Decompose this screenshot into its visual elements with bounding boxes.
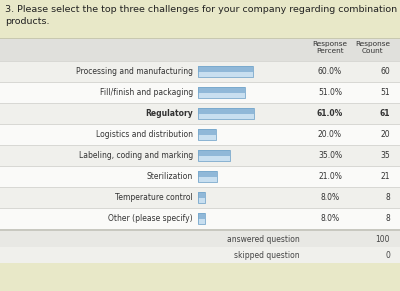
Bar [198, 108, 254, 113]
Bar [198, 213, 205, 219]
Bar [0, 229, 400, 231]
Bar [0, 124, 400, 125]
Text: Response
Count: Response Count [355, 41, 390, 54]
Text: 3. Please select the top three challenges for your company regarding combination: 3. Please select the top three challenge… [5, 5, 397, 26]
Text: 35.0%: 35.0% [318, 151, 342, 160]
Text: skipped question: skipped question [234, 251, 300, 260]
Bar [198, 213, 205, 224]
Text: 21: 21 [380, 172, 390, 181]
Text: Response
Percent: Response Percent [312, 41, 348, 54]
Text: Regulatory: Regulatory [145, 109, 193, 118]
Bar [0, 166, 400, 187]
Bar [0, 39, 400, 61]
Bar [198, 93, 245, 98]
Bar [0, 231, 400, 247]
Text: 100: 100 [376, 235, 390, 244]
Bar [198, 129, 216, 140]
Bar [0, 145, 400, 146]
Bar [0, 103, 400, 124]
Bar [198, 171, 217, 182]
Text: 20.0%: 20.0% [318, 130, 342, 139]
Bar [198, 72, 253, 77]
Bar [198, 198, 205, 203]
Text: 61.0%: 61.0% [317, 109, 343, 118]
Text: 20: 20 [380, 130, 390, 139]
Text: Temperature control: Temperature control [115, 193, 193, 202]
Bar [198, 177, 217, 182]
Bar [0, 247, 400, 263]
Bar [0, 145, 400, 166]
Text: 60: 60 [380, 67, 390, 76]
Bar [198, 66, 253, 77]
Text: 8: 8 [385, 193, 390, 202]
Bar [0, 103, 400, 104]
Bar [198, 219, 205, 224]
Bar [198, 155, 230, 161]
Text: 60.0%: 60.0% [318, 67, 342, 76]
Bar [198, 129, 216, 134]
Text: 8.0%: 8.0% [320, 193, 340, 202]
Bar [198, 108, 254, 119]
Text: Processing and manufacturing: Processing and manufacturing [76, 67, 193, 76]
Bar [0, 124, 400, 145]
Bar [0, 0, 400, 38]
Text: 51: 51 [380, 88, 390, 97]
Bar [198, 134, 216, 140]
Text: Sterilization: Sterilization [147, 172, 193, 181]
Bar [198, 150, 230, 161]
Text: 61: 61 [380, 109, 390, 118]
Bar [0, 82, 400, 103]
Bar [198, 192, 205, 198]
Bar [198, 66, 253, 72]
Text: Other (please specify): Other (please specify) [108, 214, 193, 223]
Text: 51.0%: 51.0% [318, 88, 342, 97]
Bar [0, 82, 400, 83]
Bar [198, 113, 254, 119]
Text: 8.0%: 8.0% [320, 214, 340, 223]
Bar [0, 208, 400, 229]
Bar [198, 171, 217, 177]
Text: Labeling, coding and marking: Labeling, coding and marking [79, 151, 193, 160]
Text: 21.0%: 21.0% [318, 172, 342, 181]
Text: 35: 35 [380, 151, 390, 160]
Bar [0, 38, 400, 39]
Bar [198, 87, 245, 93]
Bar [0, 61, 400, 82]
Text: 8: 8 [385, 214, 390, 223]
Text: answered question: answered question [227, 235, 300, 244]
Bar [198, 87, 245, 98]
Text: 0: 0 [385, 251, 390, 260]
Bar [198, 192, 205, 203]
Text: Fill/finish and packaging: Fill/finish and packaging [100, 88, 193, 97]
Bar [198, 150, 230, 155]
Text: Logistics and distribution: Logistics and distribution [96, 130, 193, 139]
Bar [0, 187, 400, 208]
